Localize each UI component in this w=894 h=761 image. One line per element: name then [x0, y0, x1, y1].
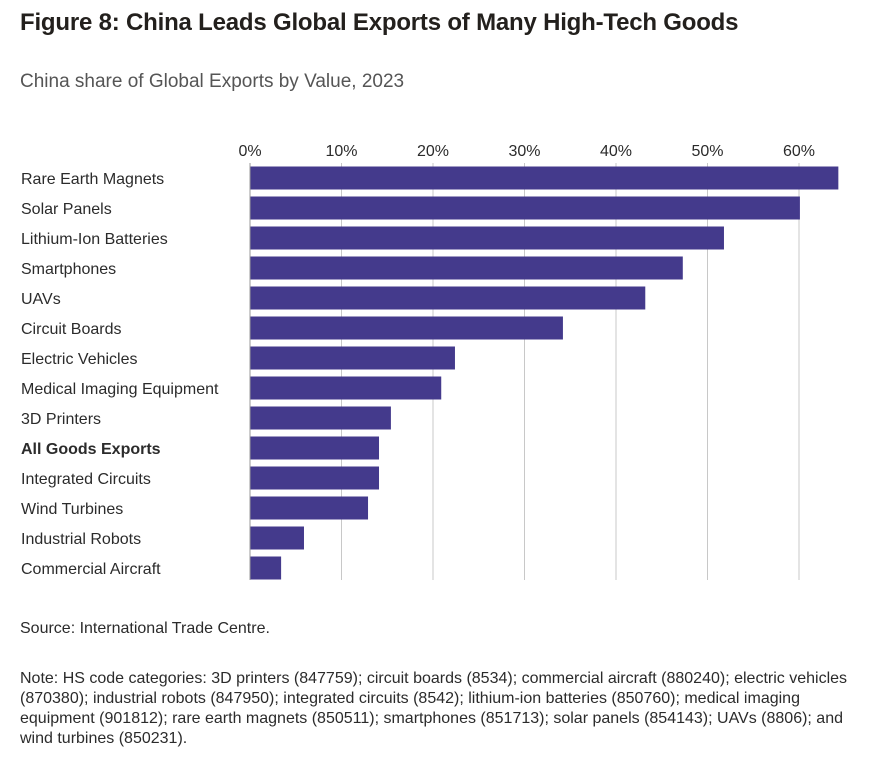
- category-label: Wind Turbines: [21, 501, 123, 518]
- category-label: Commercial Aircraft: [21, 561, 161, 578]
- category-label: UAVs: [21, 291, 61, 308]
- bar: [250, 166, 839, 190]
- x-tick-label: 60%: [783, 143, 815, 160]
- bar-chart: 0% 10% 20% 30% 40% 50% 60% Rare Earth Magnets So…: [21, 143, 839, 580]
- category-label: Medical Imaging Equipment: [21, 381, 219, 398]
- x-tick-label: 20%: [417, 143, 449, 160]
- bar: [250, 286, 646, 310]
- bar: [250, 496, 369, 520]
- chart-subtitle: China share of Global Exports by Value, …: [20, 71, 405, 92]
- category-label: Smartphones: [21, 261, 116, 278]
- x-tick-label: 0%: [238, 143, 261, 160]
- category-label: Rare Earth Magnets: [21, 171, 164, 188]
- x-tick-label: 30%: [508, 143, 540, 160]
- category-label: 3D Printers: [21, 411, 101, 428]
- x-tick-label: 50%: [691, 143, 723, 160]
- category-label: Lithium-Ion Batteries: [21, 231, 168, 248]
- category-label: Integrated Circuits: [21, 471, 151, 488]
- bar: [250, 526, 304, 550]
- bar: [250, 196, 800, 220]
- bar: [250, 316, 563, 340]
- category-label: Electric Vehicles: [21, 351, 138, 368]
- bar: [250, 556, 282, 580]
- source-note: Source: International Trade Centre.: [20, 620, 270, 637]
- category-label: Solar Panels: [21, 201, 112, 218]
- category-label: All Goods Exports: [21, 441, 161, 458]
- bar: [250, 466, 380, 490]
- bar: [250, 256, 683, 280]
- x-tick-label: 10%: [325, 143, 357, 160]
- bar: [250, 406, 391, 430]
- bar: [250, 226, 724, 250]
- x-tick-label: 40%: [600, 143, 632, 160]
- bar: [250, 436, 380, 460]
- bar: [250, 346, 455, 370]
- category-label: Circuit Boards: [21, 321, 121, 338]
- footnote: Note: HS code categories: 3D printers (8…: [20, 670, 848, 747]
- category-label: Industrial Robots: [21, 531, 141, 548]
- chart-title: Figure 8: China Leads Global Exports of …: [20, 9, 739, 36]
- bar: [250, 376, 442, 400]
